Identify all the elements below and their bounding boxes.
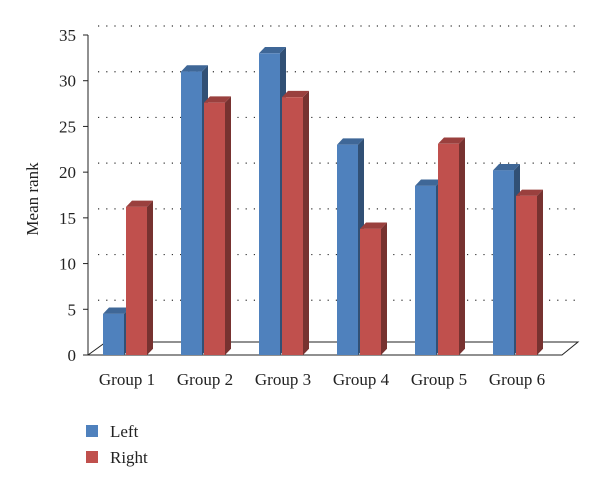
bar-left-5 (415, 179, 442, 355)
bar-left-6 (493, 164, 520, 355)
bar-front (438, 143, 459, 355)
bar-top (493, 164, 520, 171)
bar-top (360, 222, 387, 229)
bar-top (126, 200, 153, 207)
bar-side (147, 200, 153, 355)
bar-top (103, 307, 130, 314)
bar-top (282, 90, 309, 98)
bar-front (493, 170, 514, 355)
bar-front (103, 313, 124, 355)
legend-label-left: Left (110, 422, 139, 441)
bar-front (360, 228, 381, 355)
legend-label-right: Right (110, 448, 148, 467)
bar-top (415, 179, 442, 186)
bar-top (337, 138, 364, 145)
bar-right-2 (204, 96, 231, 356)
bar-right-3 (282, 90, 309, 356)
bar-top (438, 137, 465, 144)
x-tick-label: Group 4 (333, 370, 390, 389)
x-tick-label: Group 2 (177, 370, 233, 389)
y-tick-label: 25 (59, 117, 76, 136)
x-tick-label: Group 1 (99, 370, 155, 389)
bar-front (282, 97, 303, 356)
bars (103, 46, 543, 356)
x-tick-label: Group 5 (411, 370, 467, 389)
bar-top (181, 65, 208, 72)
y-tick-label: 30 (59, 72, 76, 91)
bar-front (415, 185, 436, 355)
bar-left-1 (103, 307, 130, 355)
y-tick-label: 5 (68, 300, 77, 319)
y-axis-title: Mean rank (23, 162, 42, 236)
bar-front (204, 102, 225, 356)
bar-front (181, 71, 202, 356)
bar-front (259, 53, 280, 356)
bar-front (126, 206, 147, 355)
bar-left-2 (181, 65, 208, 356)
bar-side (537, 189, 543, 355)
bar-side (225, 96, 231, 355)
bar-right-6 (516, 189, 543, 355)
y-tick-label: 20 (59, 163, 76, 182)
legend: Left Right (86, 422, 148, 467)
bar-side (459, 137, 465, 355)
legend-swatch-right (86, 451, 98, 463)
y-tick-label: 10 (59, 255, 76, 274)
bar-right-1 (126, 200, 153, 355)
bar-right-5 (438, 137, 465, 355)
x-tick-label: Group 3 (255, 370, 311, 389)
bar-side (381, 222, 387, 355)
bar-side (303, 90, 309, 355)
bar-front (337, 144, 358, 355)
bar-left-3 (259, 46, 286, 356)
bar-right-4 (360, 222, 387, 355)
bar-left-4 (337, 138, 364, 355)
x-tick-label: Group 6 (489, 370, 545, 389)
y-tick-label: 0 (68, 346, 77, 365)
bar-top (204, 96, 231, 103)
bar-top (259, 46, 286, 54)
bar-front (516, 195, 537, 355)
y-tick-label: 15 (59, 209, 76, 228)
x-axis-labels: Group 1 Group 2 Group 3 Group 4 Group 5 Group… (99, 370, 545, 389)
y-tick-label: 35 (59, 26, 76, 45)
y-axis-ticks: 0 5 10 15 20 25 30 35 (59, 26, 88, 365)
legend-swatch-left (86, 425, 98, 437)
bar-top (516, 189, 543, 196)
